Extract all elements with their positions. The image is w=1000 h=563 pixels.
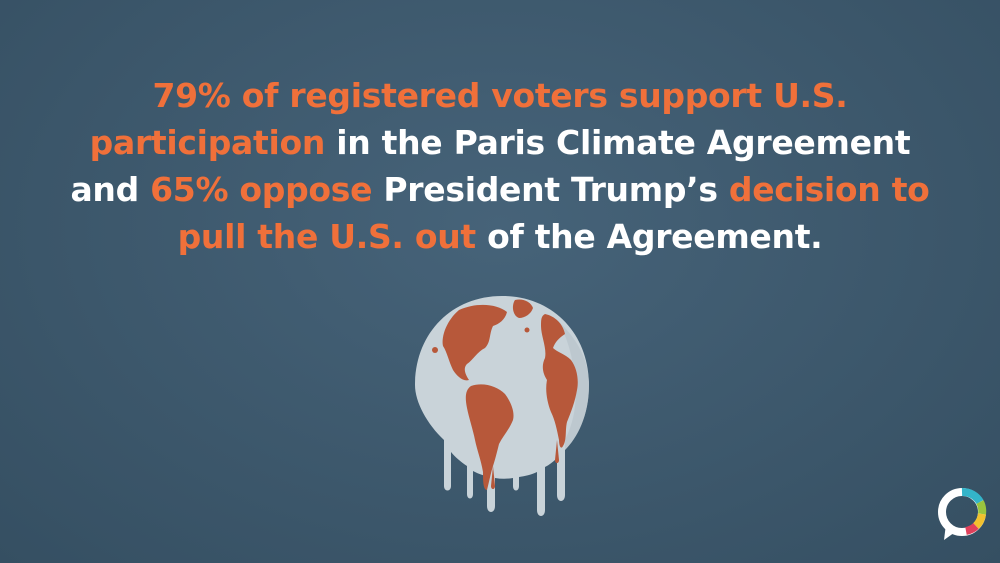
- headline-line-3: and 65% oppose President Trump’s decisio…: [60, 166, 940, 213]
- speech-bubble-logo: [938, 488, 987, 540]
- headline-segment: President Trump’s: [372, 170, 729, 209]
- headline-segment: decision to: [728, 170, 930, 209]
- headline-line-4: pull the U.S. out of the Agreement.: [60, 213, 940, 260]
- headline-segment: pull the U.S. out: [177, 217, 477, 256]
- melting-globe-illustration: [415, 296, 589, 516]
- headline-segment: 79% of registered voters support U.S.: [152, 76, 848, 115]
- continent-greenland: [512, 299, 533, 318]
- headline: 79% of registered voters support U.S. pa…: [60, 72, 940, 260]
- headline-segment: of the Agreement.: [475, 217, 823, 256]
- headline-segment: in the Paris Climate Agreement: [325, 123, 911, 162]
- headline-line-2: participation in the Paris Climate Agree…: [60, 119, 940, 166]
- headline-segment: 65% oppose: [150, 170, 373, 209]
- continent-europe-africa: [541, 314, 578, 448]
- headline-segment: and: [70, 170, 151, 209]
- headline-segment: participation: [89, 123, 326, 162]
- continent-north-america: [442, 304, 507, 381]
- headline-line-1: 79% of registered voters support U.S.: [60, 72, 940, 119]
- continent-south-america: [465, 384, 514, 490]
